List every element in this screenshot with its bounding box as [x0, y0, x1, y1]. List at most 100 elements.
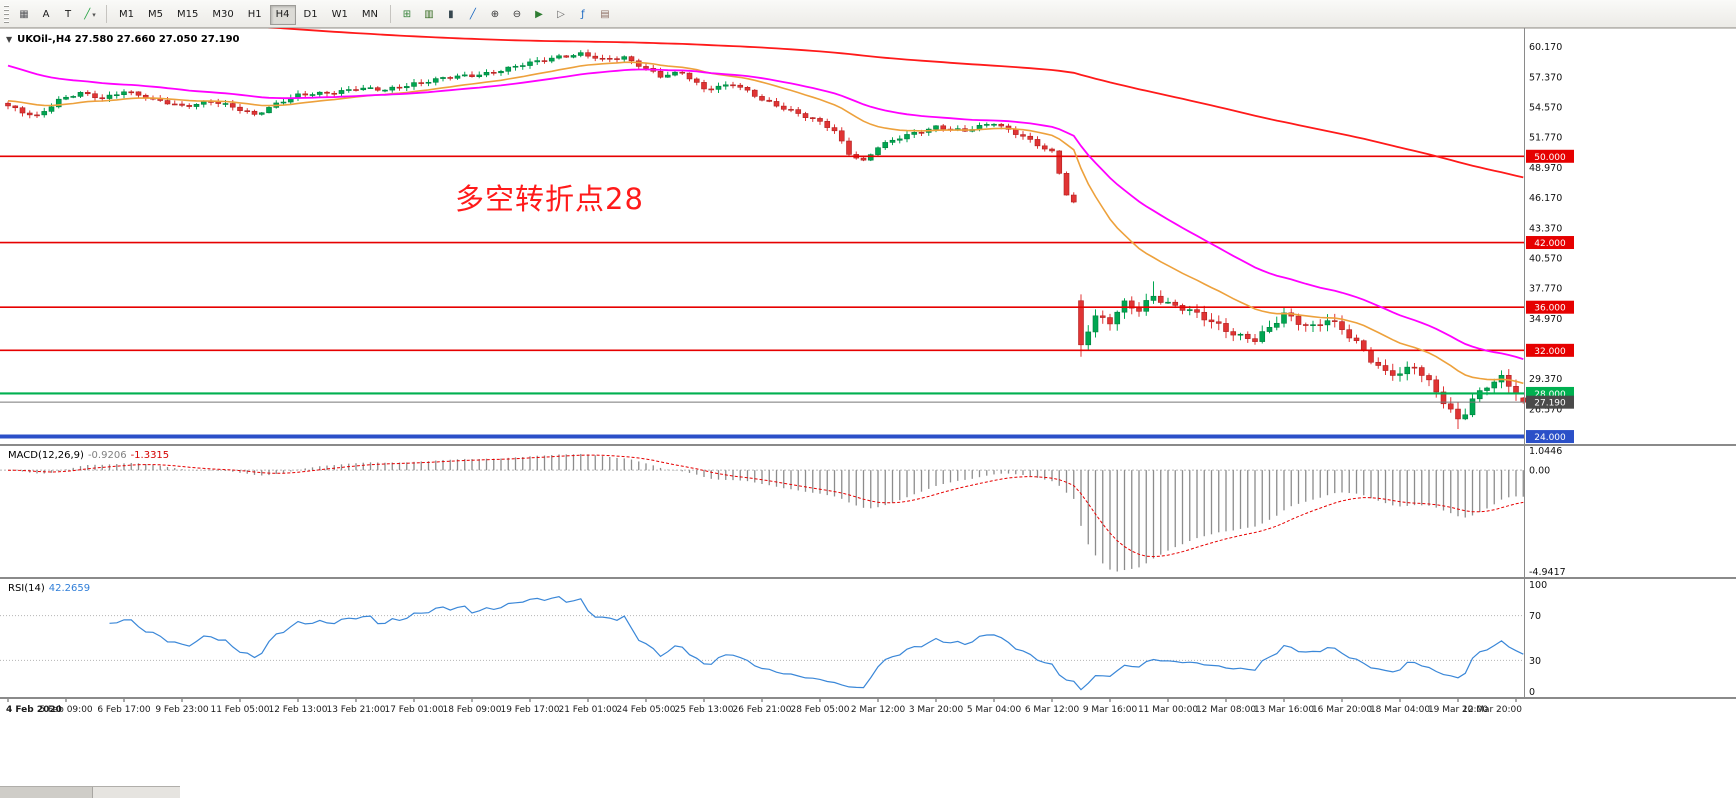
toolbar: ▦ A T ╱ ▾ M1 M5 M15 M30 H1 H4 D1 W1 MN ⊞ ▥ ▮ ╱ ⊕ ⊖ ▶ ▷ ƒ ▤ [0, 0, 1736, 28]
indicators[interactable]: ƒ [573, 5, 593, 25]
chart-title: UKOil-,H4 27.580 27.660 27.050 27.190 [17, 34, 240, 45]
time-axis-label: 9 Mar 16:00 [1083, 705, 1138, 715]
zoom-out[interactable]: ⊖ [507, 5, 527, 25]
toolbar-grip[interactable] [4, 4, 9, 23]
price-chart[interactable]: 60.170 57.370 54.570 51.770 48.970 46.170 43.3… [0, 28, 1736, 445]
macd-axis-label: -4.9417 [1529, 567, 1566, 578]
macd-axis[interactable] [1524, 445, 1736, 578]
price-axis-label: 29.370 [1529, 374, 1562, 385]
price-axis-label: 51.770 [1529, 133, 1562, 144]
price-tag-36.000 [1526, 300, 1574, 314]
time-axis-label: 24 Feb 05:00 [616, 705, 675, 715]
templates[interactable]: ▤ [595, 5, 615, 25]
chart-tab[interactable] [0, 787, 93, 798]
time-axis-label: 6 Mar 12:00 [1025, 705, 1080, 715]
chart-annotation[interactable]: 多空转折点28 [455, 182, 644, 216]
price-axis-label: 54.570 [1529, 103, 1562, 114]
price-axis-label: 48.970 [1529, 163, 1562, 174]
text-label-tool[interactable]: A [36, 5, 56, 25]
price-tag-label: 28.000 [1534, 390, 1566, 400]
candles-group [5, 49, 1527, 430]
price-axis-label: 60.170 [1529, 42, 1562, 53]
rsi-label: RSI(14) 42.2659 [8, 583, 90, 594]
price-tag-27.190 [1526, 395, 1574, 409]
text-tool[interactable]: T [58, 5, 78, 25]
time-axis-label: 11 Mar 00:00 [1138, 705, 1198, 715]
chart-tabs-bar [0, 786, 180, 798]
rsi-axis[interactable] [1524, 578, 1736, 698]
chart-header: ▼ UKOil-,H4 27.580 27.660 27.050 27.190 [6, 34, 240, 45]
rsi-line [109, 596, 1524, 691]
ma-slow-line [267, 28, 1524, 179]
time-axis-label: 4 Feb 2020 [6, 705, 62, 715]
rsi-panel[interactable]: 100 70 30 0 [0, 578, 1736, 698]
macd-signal-line [8, 454, 1524, 558]
time-axis-label: 19 Feb 17:00 [500, 705, 559, 715]
timeframe-h1[interactable]: H1 [242, 5, 268, 25]
macd-signal-value: -1.3315 [130, 450, 170, 461]
time-axis-label: 3 Mar 20:00 [909, 705, 964, 715]
timeframe-m1[interactable]: M1 [113, 5, 140, 25]
time-axis-label: 11 Feb 05:00 [210, 705, 269, 715]
price-axis-label: 40.570 [1529, 253, 1562, 264]
one-click-trading-toggle[interactable]: ▼ [6, 35, 13, 44]
price-tag-label: 27.190 [1534, 399, 1566, 409]
macd-name: MACD(12,26,9) [8, 450, 84, 461]
price-axis[interactable] [1524, 28, 1736, 445]
price-axis-label: 37.770 [1529, 284, 1562, 295]
price-tag-label: 50.000 [1534, 153, 1566, 163]
timeframe-w1[interactable]: W1 [326, 5, 354, 25]
time-axis-label: 12 Mar 08:00 [1196, 705, 1256, 715]
timeframe-m5[interactable]: M5 [142, 5, 169, 25]
price-axis-label: 57.370 [1529, 72, 1562, 83]
rsi-axis-label: 70 [1529, 611, 1541, 622]
time-axis-label: 2 Mar 12:00 [851, 705, 906, 715]
time-axis-label: 26 Feb 21:00 [732, 705, 791, 715]
macd-main-value: -0.9206 [87, 450, 127, 461]
time-axis-label: 17 Feb 01:00 [384, 705, 443, 715]
auto-scroll[interactable]: ▶ [529, 5, 549, 25]
dropdown-arrow-icon: ▾ [92, 10, 96, 19]
time-axis-label: 19 Mar 12:00 [1428, 705, 1488, 715]
new-order[interactable]: ⊞ [397, 5, 417, 25]
time-axis[interactable]: 4 Feb 20205 Feb 09:00 6 Feb 17:00 9 Feb 23… [0, 698, 1736, 798]
rsi-name: RSI(14) [8, 583, 45, 594]
macd-histogram [14, 453, 1524, 572]
time-axis-hit[interactable] [0, 698, 1736, 716]
timeframe-mn[interactable]: MN [356, 5, 384, 25]
draw-trendline-tool[interactable]: ╱ ▾ [80, 5, 100, 25]
macd-label: MACD(12,26,9) -0.9206 -1.3315 [8, 450, 169, 461]
chart-bars[interactable]: ▥ [419, 5, 439, 25]
price-tag-label: 36.000 [1534, 304, 1566, 314]
macd-axis-label: 1.0446 [1529, 446, 1562, 457]
macd-axis-label: 0.00 [1529, 466, 1550, 477]
time-axis-label: 5 Feb 09:00 [39, 705, 93, 715]
price-axis-label: 26.570 [1529, 404, 1562, 415]
timeframe-h4[interactable]: H4 [269, 4, 296, 25]
timeframe-d1[interactable]: D1 [298, 5, 324, 25]
time-axis-label: 18 Mar 04:00 [1370, 705, 1430, 715]
zoom-in[interactable]: ⊕ [485, 5, 505, 25]
price-axis-label: 46.170 [1529, 193, 1562, 204]
time-axis-label: 13 Feb 21:00 [326, 705, 385, 715]
chart-window: 60.170 57.370 54.570 51.770 48.970 46.170 43.3… [0, 28, 1736, 798]
symbols-palette[interactable]: ▦ [14, 5, 34, 25]
macd-panel[interactable]: 1.0446 0.00 -4.9417 [0, 445, 1736, 578]
price-tag-42.000 [1526, 236, 1574, 250]
time-axis-label: 28 Feb 05:00 [790, 705, 849, 715]
timeframe-m15[interactable]: M15 [171, 5, 204, 25]
chart-shift[interactable]: ▷ [551, 5, 571, 25]
time-axis-label: 20 Mar 20:00 [1462, 705, 1522, 715]
timeframe-m30[interactable]: M30 [206, 5, 239, 25]
price-tag-32.000 [1526, 343, 1574, 357]
price-tag-label: 42.000 [1534, 239, 1566, 249]
toolbar-separator [106, 4, 107, 23]
chart-candles[interactable]: ▮ [441, 5, 461, 25]
rsi-value: 42.2659 [48, 583, 91, 594]
time-axis-label: 13 Mar 16:00 [1254, 705, 1314, 715]
chart-line[interactable]: ╱ [463, 5, 483, 25]
price-tag-label: 32.000 [1534, 347, 1566, 357]
time-axis-label: 12 Feb 13:00 [268, 705, 327, 715]
toolbar-separator [389, 4, 391, 23]
